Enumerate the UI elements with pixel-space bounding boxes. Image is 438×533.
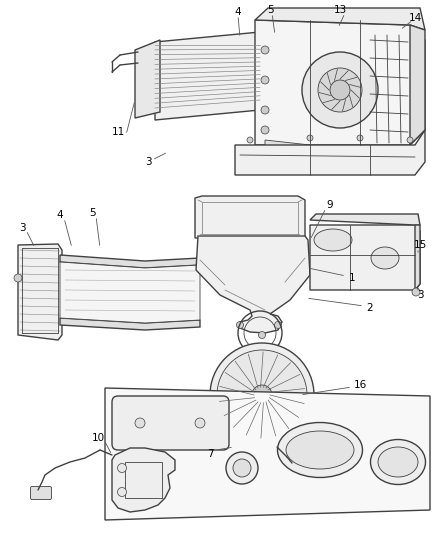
Circle shape: [330, 80, 350, 100]
Text: 4: 4: [57, 210, 64, 220]
Polygon shape: [257, 28, 268, 110]
Circle shape: [135, 418, 145, 428]
Text: 11: 11: [111, 127, 125, 137]
Polygon shape: [105, 388, 430, 520]
Ellipse shape: [378, 447, 418, 477]
Polygon shape: [60, 262, 200, 323]
Circle shape: [357, 135, 363, 141]
Circle shape: [117, 488, 127, 497]
Polygon shape: [60, 255, 200, 268]
Ellipse shape: [371, 247, 399, 269]
Polygon shape: [310, 214, 420, 225]
Text: 16: 16: [353, 380, 367, 390]
Text: 2: 2: [367, 303, 373, 313]
Circle shape: [318, 68, 362, 112]
FancyBboxPatch shape: [110, 448, 131, 462]
Text: 5: 5: [88, 208, 95, 218]
Circle shape: [117, 464, 127, 472]
Text: 4: 4: [235, 7, 241, 17]
Polygon shape: [235, 130, 425, 175]
Polygon shape: [135, 40, 160, 118]
Circle shape: [261, 106, 269, 114]
Circle shape: [233, 459, 251, 477]
Circle shape: [226, 452, 258, 484]
Circle shape: [237, 321, 244, 328]
Ellipse shape: [286, 431, 354, 469]
Polygon shape: [255, 20, 425, 145]
Circle shape: [195, 418, 205, 428]
Ellipse shape: [314, 229, 352, 251]
Text: 14: 14: [408, 13, 422, 23]
Circle shape: [210, 343, 314, 447]
Circle shape: [261, 126, 269, 134]
Circle shape: [307, 135, 313, 141]
Polygon shape: [410, 25, 425, 145]
Text: 13: 13: [333, 5, 346, 15]
Circle shape: [261, 46, 269, 54]
Circle shape: [261, 76, 269, 84]
Text: 9: 9: [327, 200, 333, 210]
Circle shape: [302, 52, 378, 128]
Polygon shape: [112, 448, 175, 512]
Text: 3: 3: [417, 290, 423, 300]
Circle shape: [252, 385, 272, 405]
Polygon shape: [415, 225, 420, 290]
Polygon shape: [18, 244, 62, 340]
Polygon shape: [255, 8, 425, 30]
Text: 10: 10: [92, 433, 105, 443]
FancyBboxPatch shape: [230, 438, 294, 454]
Text: 5: 5: [267, 5, 273, 15]
Text: 1: 1: [349, 273, 355, 283]
Text: 7: 7: [207, 449, 213, 459]
Polygon shape: [195, 196, 305, 238]
Polygon shape: [196, 236, 310, 333]
Circle shape: [412, 288, 420, 296]
Text: 15: 15: [413, 240, 427, 250]
Polygon shape: [155, 32, 260, 120]
Circle shape: [407, 137, 413, 143]
Text: 3: 3: [19, 223, 25, 233]
FancyBboxPatch shape: [112, 396, 229, 450]
Ellipse shape: [371, 440, 425, 484]
Circle shape: [217, 350, 307, 440]
FancyBboxPatch shape: [31, 487, 52, 499]
Circle shape: [247, 137, 253, 143]
Polygon shape: [265, 140, 310, 158]
Ellipse shape: [278, 423, 363, 478]
Polygon shape: [60, 318, 200, 330]
Circle shape: [14, 274, 22, 282]
Text: 3: 3: [145, 157, 151, 167]
Circle shape: [258, 332, 265, 338]
Polygon shape: [310, 225, 420, 290]
Circle shape: [275, 321, 282, 328]
